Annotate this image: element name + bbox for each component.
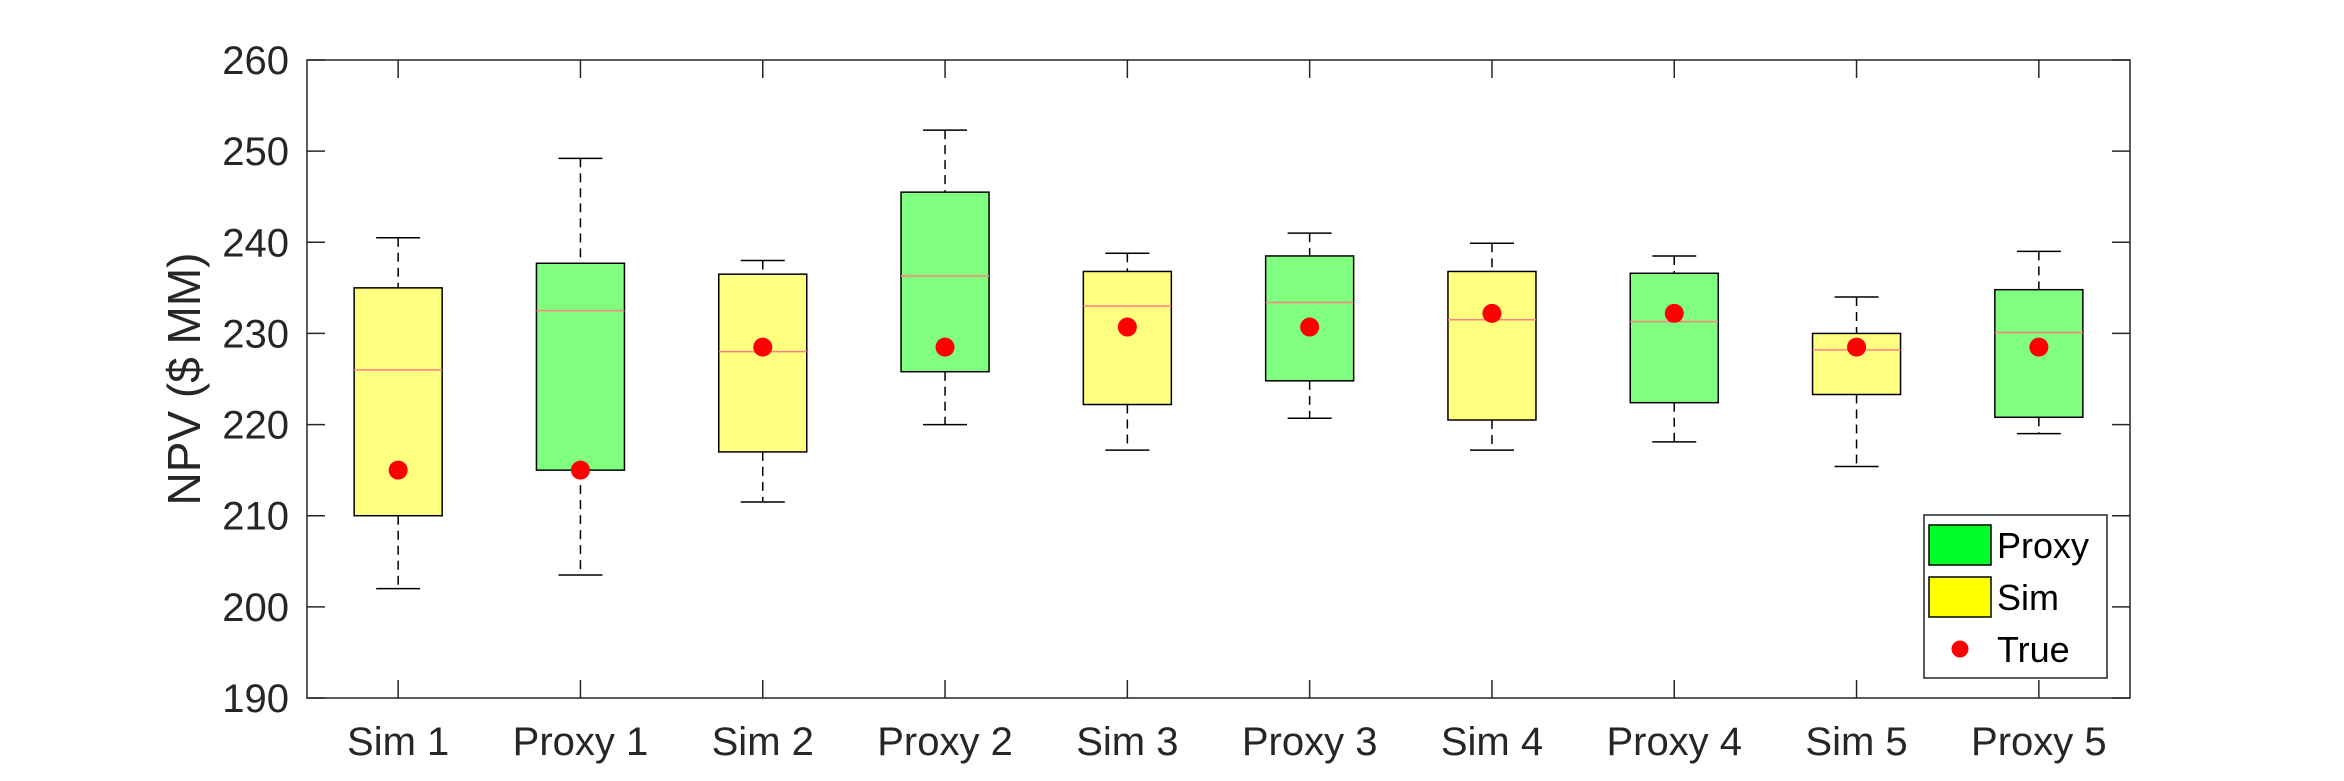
true-value-marker: [388, 460, 408, 480]
x-tick-label: Proxy 5: [1971, 720, 2107, 764]
box-proxy: [535, 262, 626, 471]
x-tick-label: Proxy 4: [1606, 720, 1742, 764]
legend-label-proxy: Proxy: [1997, 525, 2089, 566]
true-value-marker: [570, 460, 590, 480]
box-group-sim-3: [1082, 252, 1173, 451]
y-tick-label: 250: [222, 130, 289, 174]
box-proxy: [1629, 272, 1719, 404]
true-value-marker: [935, 337, 955, 357]
box-group-sim-4: [1447, 242, 1537, 451]
x-tick-label: Sim 2: [712, 720, 814, 764]
x-tick-label: Sim 5: [1805, 720, 1907, 764]
true-value-marker: [1847, 337, 1867, 357]
y-tick-label: 210: [222, 495, 289, 539]
true-value-marker: [2029, 337, 2049, 357]
box-group-proxy-2: [900, 129, 990, 426]
x-tick-label: Sim 1: [347, 720, 449, 764]
true-value-marker: [1482, 303, 1502, 323]
x-tick-label: Sim 3: [1076, 720, 1178, 764]
box-group-proxy-4: [1629, 255, 1719, 443]
x-tick-label: Proxy 2: [877, 720, 1013, 764]
box-proxy: [1264, 255, 1355, 382]
x-tick-label: Proxy 3: [1242, 720, 1378, 764]
true-value-marker: [1300, 317, 1320, 337]
y-tick-label: 260: [222, 39, 289, 83]
box-group-sim-1: [353, 236, 443, 590]
box-sim: [353, 287, 443, 517]
legend-swatch-sim: [1928, 576, 1992, 618]
legend-swatch-proxy: [1928, 524, 1992, 566]
true-value-marker: [1117, 317, 1137, 337]
box-sim: [1082, 270, 1173, 406]
y-tick-label: 230: [222, 312, 289, 356]
y-tick-label: 220: [222, 404, 289, 448]
y-tick-label: 190: [222, 677, 289, 721]
y-tick-label: 200: [222, 586, 289, 630]
legend-label-true: True: [1997, 629, 2070, 670]
boxes-layer: [353, 129, 2084, 590]
x-tick-label: Proxy 1: [513, 720, 649, 764]
legend-label-sim: Sim: [1997, 577, 2059, 618]
axes-box: [306, 59, 2131, 699]
box-group-proxy-1: [535, 157, 626, 576]
true-value-marker: [753, 337, 773, 357]
box-group-proxy-3: [1264, 232, 1355, 419]
legend-marker-true: [1951, 640, 1969, 658]
legend[interactable]: Proxy Sim True: [1923, 514, 2108, 679]
box-group-proxy-5: [1994, 250, 2084, 435]
y-axis: 190 200 210 220 230 240 250 260: [222, 39, 2130, 721]
axes-frame: [306, 59, 2131, 699]
true-value-marker: [1664, 303, 1684, 323]
x-axis: Sim 1 Proxy 1 Sim 2 Proxy 2 Sim 3 Proxy 3 Sim …: [347, 60, 2107, 764]
box-group-sim-5: [1811, 296, 1902, 468]
box-group-sim-2: [718, 259, 808, 503]
y-axis-title: NPV ($ MM): [158, 253, 210, 506]
x-tick-label: Sim 4: [1441, 720, 1543, 764]
box-sim: [1447, 270, 1537, 421]
box-sim: [718, 273, 808, 453]
y-tick-label: 240: [222, 221, 289, 265]
